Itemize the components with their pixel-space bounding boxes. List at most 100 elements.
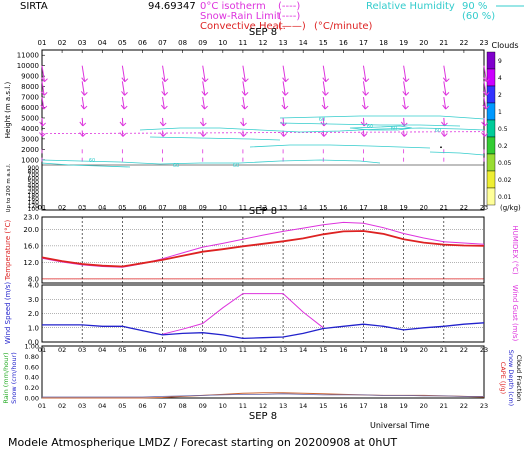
wind-arrow-head	[481, 132, 485, 137]
bottom-hour-label: 15	[319, 402, 327, 410]
wind-arrow	[40, 96, 48, 110]
wind-arrow-shaft	[41, 96, 45, 110]
temperature-line	[41, 230, 485, 268]
wind-arrow-head	[160, 104, 165, 110]
wind-arrow-head	[321, 104, 326, 110]
wind-arrow-head	[482, 104, 487, 110]
rain-top-hour-label: 10	[219, 346, 227, 354]
wind-arrow-shaft	[242, 117, 245, 126]
wind-arrow-head	[362, 91, 367, 96]
mid-hour-label: 22	[460, 204, 468, 212]
wind-arrow-head	[120, 104, 125, 110]
height-tick-label: 4000	[21, 125, 39, 133]
wind-arrow	[161, 81, 169, 96]
wind-arrow-head	[39, 132, 43, 137]
wind-arrow-head	[402, 91, 407, 96]
low-height-tick-label: 900	[28, 165, 40, 172]
wind-arrow-head	[243, 122, 247, 127]
wind-arrow-head	[124, 78, 129, 83]
wind-arrow-head	[325, 78, 330, 83]
mid-hour-label: 01	[38, 204, 46, 212]
rh-contour	[279, 122, 461, 127]
rh-contour-label: 60	[173, 163, 179, 169]
wind-arrow-head	[282, 77, 286, 82]
rh-contour	[41, 162, 131, 168]
wind-arrow	[120, 96, 128, 110]
wind-arrow-head	[204, 105, 208, 110]
wind-arrow-head	[360, 121, 365, 127]
wind-arrow-head	[244, 105, 249, 110]
wind-arrow-shaft	[162, 65, 166, 82]
bottom-hour-label: 06	[138, 402, 146, 410]
wind-arrow	[241, 65, 249, 83]
legend-rh: Relative Humidity	[366, 1, 455, 12]
wind-speed-line	[42, 322, 485, 340]
wind-arrow-head	[325, 92, 329, 96]
wind-arrow-head	[245, 78, 249, 83]
top-hour-label: 17	[359, 39, 368, 47]
wind-arrow-head	[241, 77, 246, 82]
clouds-scale-swatch	[486, 51, 496, 70]
wind-arrow-head	[280, 132, 284, 137]
wind-arrow	[39, 117, 46, 127]
low-height-tick-label: 180	[28, 193, 40, 200]
wind-arrow	[121, 81, 128, 96]
rain-top-hour-label: 16	[339, 346, 347, 354]
wind-arrow-shaft	[403, 81, 407, 96]
clouds-scale-label: 0.01	[498, 194, 512, 201]
rh-contour	[279, 115, 485, 120]
isotherm-line	[41, 131, 485, 135]
bottom-hour-label: 12	[259, 402, 267, 410]
wind-arrow-head	[322, 77, 327, 82]
legend-rh-90: 90 %	[462, 1, 487, 12]
universal-time-label: Universal Time	[370, 421, 430, 430]
wind-arrow-head	[285, 78, 289, 83]
wind-arrow	[361, 96, 369, 110]
wind-arrow-shaft	[202, 117, 204, 126]
wind-arrow-head	[202, 133, 207, 137]
wind-arrow-head	[402, 77, 407, 82]
rain-top-hour-label: 04	[98, 346, 106, 354]
wind-arrow-shaft	[81, 96, 85, 110]
mid-hour-label: 03	[78, 204, 86, 212]
wind-arrow-shaft	[282, 117, 285, 126]
wind-arrow-head	[123, 105, 128, 110]
rain-panel-frame	[41, 345, 485, 399]
wind-arrow-shaft	[121, 81, 126, 96]
height-tick-label: 1000	[21, 156, 39, 164]
rh-contour-label: 60	[367, 124, 373, 130]
wind-arrow-shaft	[202, 65, 206, 82]
low-height-tick-label: 700	[28, 172, 40, 179]
wind-arrow-head	[483, 77, 487, 82]
bottom-hour-label: 05	[118, 402, 126, 410]
height-tick-label: 6000	[21, 104, 39, 112]
rh-contour	[349, 125, 413, 131]
bottom-date-label: SEP 8	[249, 411, 277, 422]
wind-arrow-head	[201, 104, 205, 110]
wind-arrow-head	[82, 133, 87, 137]
wind-arrow-head	[324, 105, 329, 110]
mid-hour-label: 23	[480, 204, 488, 212]
top-hour-label: 11	[238, 39, 247, 47]
wind-arrow-head	[164, 92, 169, 96]
top-hour-label: 13	[279, 39, 288, 47]
temperature-axis-label: Temperature (°C)	[4, 220, 12, 282]
cape-axis-label: CAPE (J/g)	[499, 362, 507, 394]
wind-arrow-head	[361, 104, 366, 110]
wind-arrow-head	[83, 105, 88, 110]
wind-arrow	[80, 96, 88, 110]
top-hour-label: 04	[98, 39, 107, 47]
rain-top-hour-label: 13	[279, 346, 287, 354]
wind-arrow	[360, 130, 368, 137]
mid-hour-label: 09	[199, 204, 207, 212]
wind-arrow	[201, 65, 209, 83]
top-hour-label: 16	[339, 39, 348, 47]
rain-top-hour-label: 01	[38, 346, 46, 354]
wind-arrow-head	[443, 133, 448, 137]
wind-arrow-head	[239, 132, 244, 137]
clouds-scale-unit: (g/kg)	[500, 204, 521, 212]
wind-arrow-head	[121, 91, 125, 96]
wind-arrow-shaft	[162, 96, 165, 110]
bottom-hour-label: 02	[58, 402, 66, 410]
